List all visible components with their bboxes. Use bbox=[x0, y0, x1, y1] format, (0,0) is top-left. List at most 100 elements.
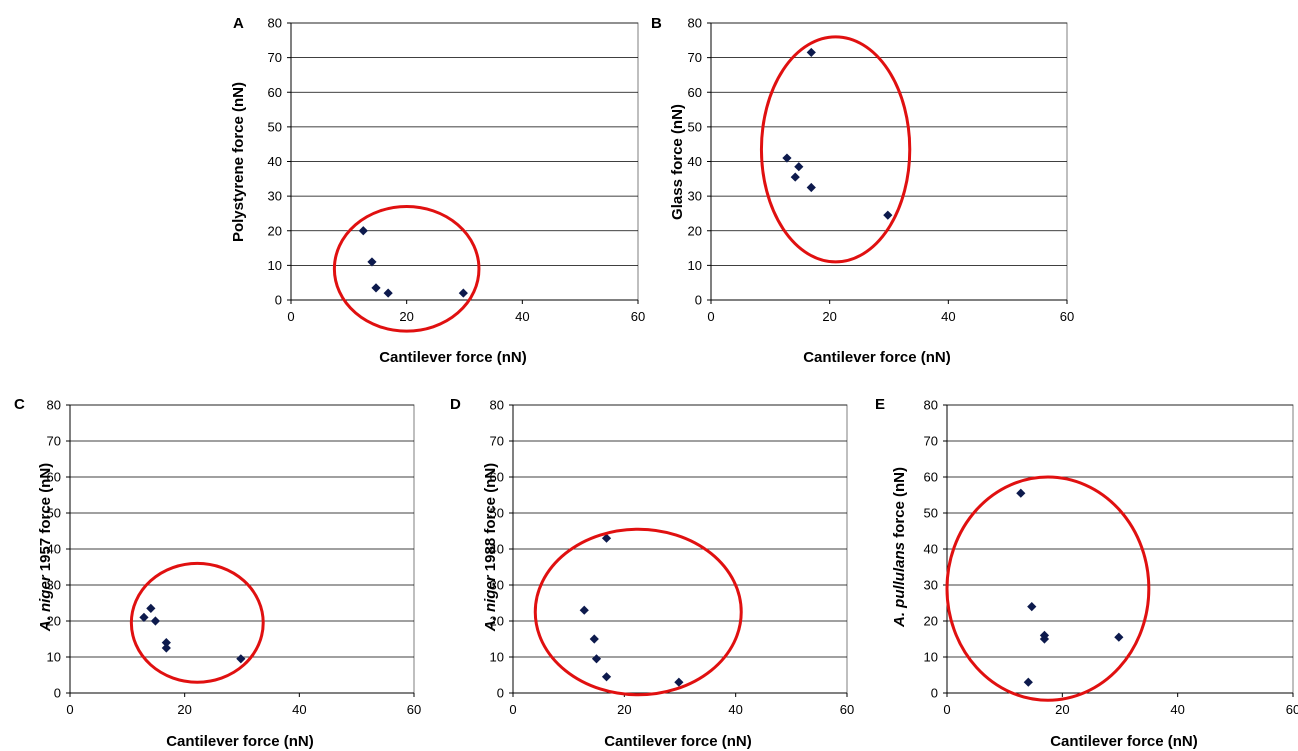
y-tick-label: 30 bbox=[924, 578, 938, 593]
y-tick-label: 10 bbox=[490, 650, 504, 665]
chart-panel-a: 0 10 20 30 40 50 60 70 80 0 20 40 60 A Cantilever forc… bbox=[230, 15, 645, 366]
y-tick-label: 60 bbox=[924, 470, 938, 485]
y-axis-title: A. niger 1957 force (nN) bbox=[37, 463, 54, 632]
data-point bbox=[1027, 602, 1037, 612]
x-tick-label: 60 bbox=[631, 309, 645, 324]
highlight-ellipse bbox=[945, 475, 1151, 702]
data-point bbox=[806, 47, 816, 58]
y-axis-title: Polystyrene force (nN) bbox=[230, 82, 247, 242]
data-point bbox=[161, 638, 171, 648]
data-point bbox=[591, 654, 602, 664]
data-point bbox=[1039, 634, 1050, 644]
panel-letter: E bbox=[875, 396, 885, 413]
y-tick-label: 60 bbox=[490, 470, 504, 485]
y-tick-label: 80 bbox=[47, 398, 61, 413]
y-axis-title: A. pullulans force (nN) bbox=[891, 467, 908, 628]
y-tick-label: 50 bbox=[688, 119, 702, 134]
y-tick-label: 30 bbox=[490, 578, 504, 593]
x-tick-label: 60 bbox=[1060, 309, 1074, 324]
data-point bbox=[674, 677, 684, 687]
y-tick-label: 20 bbox=[924, 614, 938, 629]
y-tick-label: 30 bbox=[268, 189, 282, 204]
chart-panel-c: 0 10 20 30 40 50 60 70 80 0 20 40 60 C Cantilever forc… bbox=[14, 396, 421, 750]
data-point bbox=[383, 288, 393, 298]
y-axis-title-species: A. niger bbox=[482, 574, 499, 632]
x-tick-label: 20 bbox=[1055, 702, 1069, 717]
y-tick-label: 70 bbox=[490, 434, 504, 449]
data-point bbox=[371, 283, 381, 293]
data-point bbox=[139, 612, 149, 622]
x-axis-title: Cantilever force (nN) bbox=[604, 733, 752, 750]
data-point bbox=[150, 616, 161, 626]
y-tick-label: 70 bbox=[688, 50, 702, 65]
chart-panel-d: 0 10 20 30 40 50 60 70 80 0 20 40 60 D Cantilever forc… bbox=[450, 396, 854, 750]
chart-panel-b: 0 10 20 30 40 50 60 70 80 0 20 40 60 B Cantilever forc… bbox=[651, 15, 1074, 366]
data-point bbox=[1016, 488, 1026, 498]
y-tick-label: 50 bbox=[268, 119, 282, 134]
y-tick-label: 10 bbox=[924, 650, 938, 665]
data-point bbox=[806, 182, 816, 193]
data-point bbox=[601, 533, 612, 543]
data-point bbox=[458, 288, 468, 298]
y-tick-label: 0 bbox=[275, 293, 282, 308]
x-tick-label: 40 bbox=[941, 309, 955, 324]
data-point bbox=[146, 603, 156, 613]
data-point bbox=[161, 643, 171, 653]
y-tick-label: 40 bbox=[47, 542, 61, 557]
data-point bbox=[367, 257, 377, 267]
y-tick-label: 40 bbox=[688, 154, 702, 169]
y-tick-label: 70 bbox=[268, 50, 282, 65]
x-axis-title: Cantilever force (nN) bbox=[379, 349, 527, 366]
y-tick-label: 10 bbox=[268, 258, 282, 273]
y-tick-label: 80 bbox=[490, 398, 504, 413]
x-tick-label: 0 bbox=[66, 702, 73, 717]
y-axis-title-rest: 1988 force (nN) bbox=[482, 463, 499, 576]
panel-letter: D bbox=[450, 396, 461, 413]
y-tick-label: 30 bbox=[688, 189, 702, 204]
y-tick-label: 50 bbox=[490, 506, 504, 521]
x-tick-label: 20 bbox=[617, 702, 631, 717]
x-tick-label: 60 bbox=[840, 702, 854, 717]
highlight-ellipse bbox=[759, 35, 912, 264]
y-tick-label: 10 bbox=[688, 258, 702, 273]
y-tick-label: 0 bbox=[695, 293, 702, 308]
y-tick-label: 60 bbox=[47, 470, 61, 485]
data-point bbox=[358, 226, 368, 236]
data-point bbox=[579, 605, 589, 615]
panel-letter: A bbox=[233, 15, 244, 32]
y-tick-label: 80 bbox=[268, 16, 282, 31]
panel-letter: C bbox=[14, 396, 25, 413]
chart-panel-e: 0 10 20 30 40 50 60 70 80 0 20 40 60 E Cantilever forc… bbox=[875, 396, 1298, 750]
data-point bbox=[790, 172, 800, 182]
x-tick-label: 40 bbox=[728, 702, 742, 717]
y-axis-title-rest: force (nN) bbox=[891, 467, 908, 542]
highlight-ellipse bbox=[533, 527, 743, 697]
panel-letter: B bbox=[651, 15, 662, 32]
x-tick-label: 0 bbox=[509, 702, 516, 717]
y-axis-title: Glass force (nN) bbox=[669, 104, 686, 220]
y-axis-title-species: A. niger bbox=[37, 574, 54, 632]
data-point bbox=[589, 634, 599, 644]
y-tick-label: 20 bbox=[268, 223, 282, 238]
y-tick-label: 60 bbox=[688, 85, 702, 100]
x-tick-label: 40 bbox=[515, 309, 529, 324]
x-axis-title: Cantilever force (nN) bbox=[166, 733, 314, 750]
y-tick-label: 60 bbox=[268, 85, 282, 100]
y-tick-label: 40 bbox=[924, 542, 938, 557]
y-axis-title-species: A. pullulans bbox=[891, 542, 908, 628]
y-tick-label: 70 bbox=[924, 434, 938, 449]
x-tick-label: 40 bbox=[1170, 702, 1184, 717]
y-tick-label: 0 bbox=[54, 686, 61, 701]
y-tick-label: 50 bbox=[47, 506, 61, 521]
y-tick-label: 0 bbox=[497, 686, 504, 701]
x-tick-label: 20 bbox=[399, 309, 413, 324]
y-tick-label: 10 bbox=[47, 650, 61, 665]
x-tick-label: 0 bbox=[943, 702, 950, 717]
data-point bbox=[794, 162, 804, 172]
y-tick-label: 30 bbox=[47, 578, 61, 593]
y-tick-label: 80 bbox=[688, 16, 702, 31]
y-tick-label: 50 bbox=[924, 506, 938, 521]
y-axis-title-rest: 1957 force (nN) bbox=[37, 463, 54, 576]
x-tick-label: 0 bbox=[707, 309, 714, 324]
